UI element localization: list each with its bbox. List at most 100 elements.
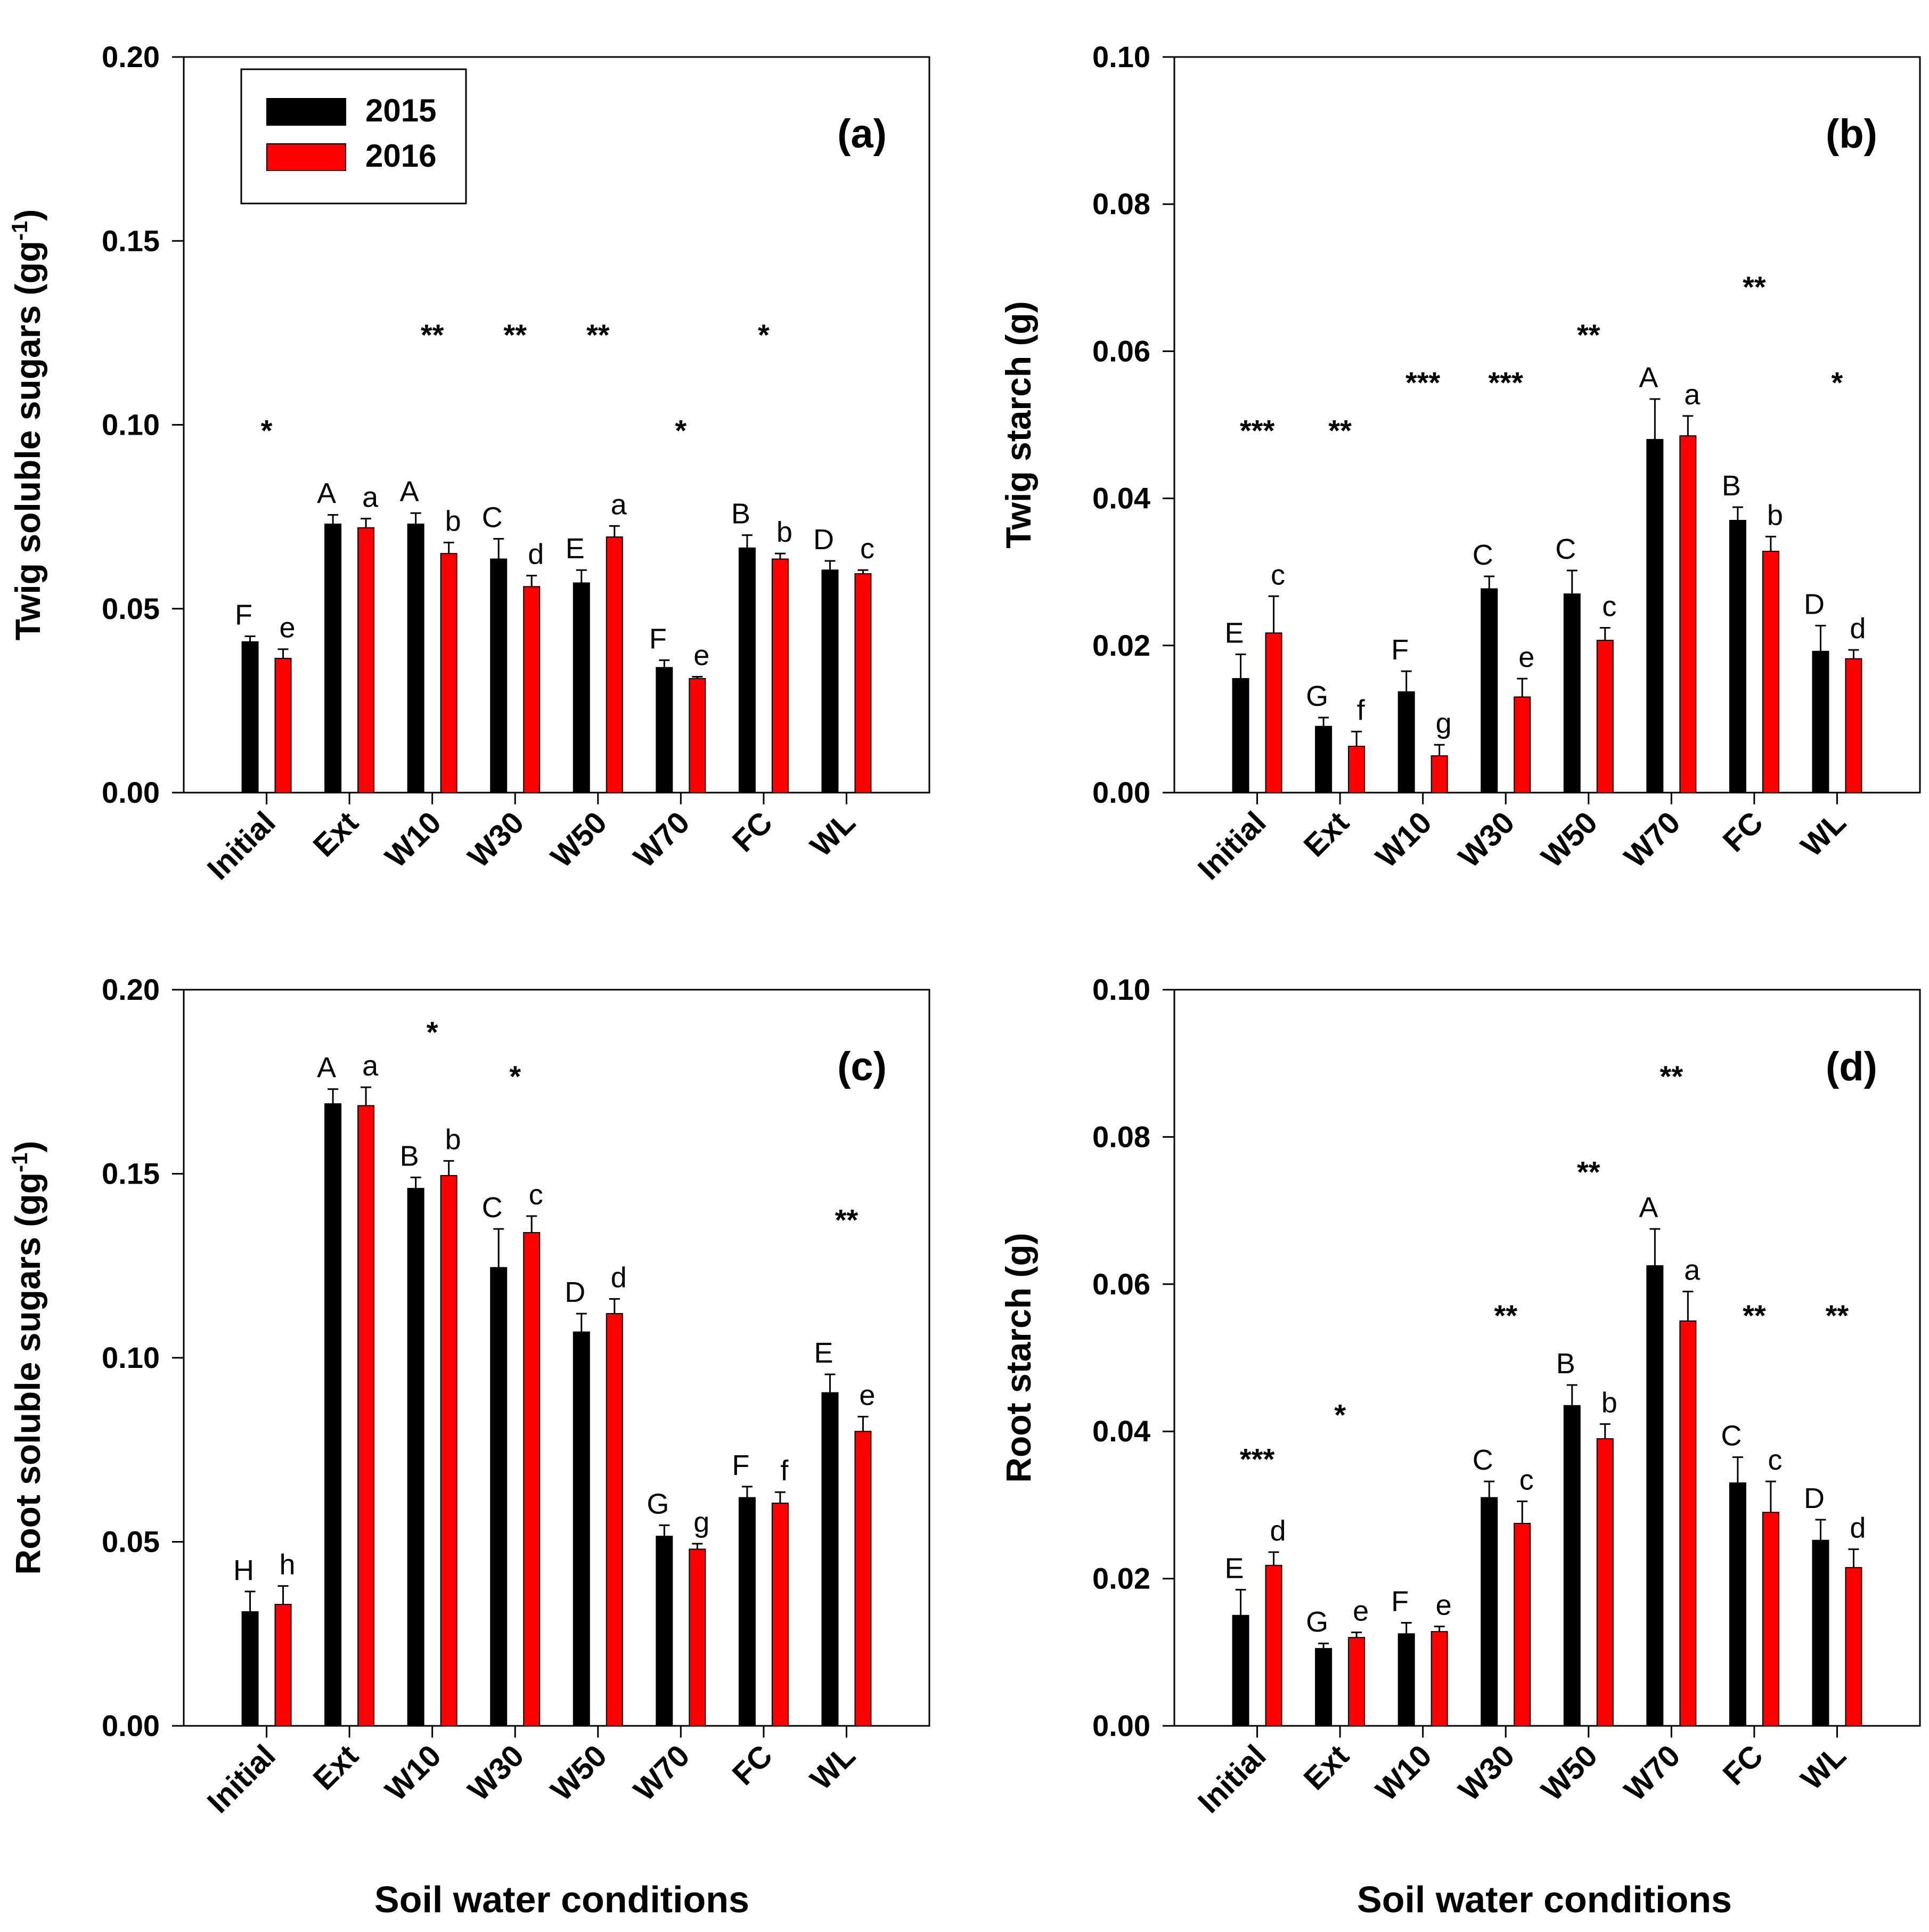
x-tick-label: W50 — [1535, 1738, 1604, 1807]
x-tick-label: W70 — [1617, 805, 1687, 874]
group-letter: b — [445, 505, 461, 537]
bar-2016-WL — [1845, 658, 1862, 793]
bar-2016-Ext — [357, 1105, 375, 1726]
y-tick-label: 0.08 — [1092, 1120, 1150, 1153]
x-tick-label: W10 — [379, 805, 448, 874]
group-letter: g — [1436, 707, 1452, 739]
bar-2015-W10 — [407, 523, 424, 793]
chart-panel-0: 0.00 0.05 0.10 0.15 0.20 Twig soluble sugars … — [7, 40, 930, 886]
bar-2016-Ext — [357, 527, 375, 794]
significance-marker: * — [1832, 366, 1843, 400]
bar-2016-W10 — [440, 553, 457, 794]
group-letter: E — [1225, 1552, 1244, 1584]
bar-2016-W10 — [1431, 1631, 1448, 1726]
significance-marker: ** — [586, 318, 610, 352]
bar-2016-W10 — [440, 1175, 457, 1727]
x-tick-label: FC — [1716, 805, 1770, 859]
group-letter: c — [1768, 1444, 1782, 1476]
x-tick-label: W70 — [627, 805, 696, 874]
y-tick-label: 0.00 — [1092, 776, 1150, 809]
x-tick-label: WL — [804, 1738, 862, 1797]
y-tick-label: 0.05 — [102, 1525, 160, 1559]
group-letter: e — [1436, 1589, 1452, 1621]
panel-label: (c) — [837, 1044, 887, 1089]
group-letter: a — [362, 1050, 379, 1082]
bar-2016-W30 — [523, 586, 541, 793]
y-tick-label: 0.06 — [1092, 1267, 1150, 1301]
bar-2016-FC — [771, 558, 789, 793]
x-tick-label: FC — [1716, 1738, 1770, 1792]
y-tick-label: 0.00 — [1092, 1709, 1150, 1742]
x-tick-label: W30 — [461, 805, 530, 874]
chart-panel-1: 0.00 0.02 0.04 0.06 0.08 0.10 Twig starch (g) (… — [999, 40, 1921, 886]
group-letter: b — [1767, 499, 1783, 531]
x-tick-label: W50 — [544, 1738, 614, 1807]
bar-2016-W50 — [1596, 1438, 1614, 1726]
group-letter: A — [317, 478, 336, 510]
bar-2015-Ext — [324, 523, 342, 793]
group-letter: e — [859, 1380, 875, 1412]
bar-2016-Ext — [1348, 1637, 1366, 1726]
x-tick-label: WL — [1794, 1738, 1853, 1797]
y-tick-label: 0.10 — [102, 1341, 160, 1374]
bar-2015-W50 — [573, 582, 590, 794]
x-tick-label: Initial — [1191, 805, 1273, 886]
bar-2016-W50 — [606, 536, 623, 793]
bar-2016-FC — [1762, 551, 1779, 793]
group-letter: b — [1601, 1387, 1617, 1419]
x-tick-label: W50 — [544, 805, 614, 874]
group-letter: F — [732, 1449, 749, 1481]
bar-2015-Ext — [1315, 725, 1333, 793]
significance-marker: ** — [1577, 1155, 1600, 1189]
x-tick-label: FC — [725, 1738, 779, 1792]
significance-marker: * — [1334, 1398, 1346, 1432]
bar-2015-Initial — [1232, 678, 1249, 793]
x-tick-label: W30 — [1452, 805, 1521, 874]
group-letter: B — [400, 1140, 419, 1172]
bar-2016-W70 — [1679, 1320, 1697, 1726]
panel-label: (b) — [1826, 111, 1877, 157]
y-tick-label: 0.02 — [1092, 1562, 1150, 1595]
significance-marker: *** — [1405, 366, 1441, 400]
bar-2016-FC — [771, 1502, 789, 1727]
bar-2015-W30 — [490, 1267, 508, 1727]
bar-2016-WL — [1845, 1567, 1862, 1727]
significance-marker: *** — [1240, 414, 1275, 447]
bar-2015-WL — [1812, 650, 1829, 794]
bar-2016-Initial — [274, 657, 292, 794]
group-letter: d — [1850, 1512, 1866, 1544]
bar-2015-W10 — [1397, 1633, 1415, 1726]
bar-2016-W30 — [523, 1232, 541, 1727]
y-tick-label: 0.15 — [102, 224, 160, 257]
bar-2016-W30 — [1514, 696, 1531, 793]
group-letter: A — [1639, 362, 1658, 394]
bar-2015-FC — [738, 547, 756, 793]
group-letter: d — [528, 539, 544, 570]
group-letter: f — [780, 1455, 789, 1487]
significance-marker: ** — [1743, 270, 1766, 304]
bar-2016-W10 — [1431, 755, 1448, 793]
bar-2016-WL — [854, 1431, 872, 1726]
x-tick-label: Ext — [1297, 805, 1356, 863]
significance-marker: ** — [1743, 1299, 1766, 1332]
group-letter: b — [445, 1123, 461, 1155]
x-tick-label: WL — [1794, 805, 1853, 863]
group-letter: h — [280, 1548, 296, 1580]
x-tick-label: Initial — [201, 805, 282, 886]
bar-2015-W70 — [1646, 439, 1664, 793]
bar-2016-WL — [854, 573, 872, 793]
significance-marker: *** — [1489, 366, 1524, 400]
significance-marker: * — [509, 1059, 521, 1093]
chart-panel-2: 0.00 0.05 0.10 0.15 0.20 Root soluble sugars … — [7, 973, 930, 1820]
y-tick-label: 0.04 — [1092, 482, 1150, 515]
group-letter: C — [1473, 1444, 1493, 1476]
x-tick-label: W30 — [461, 1738, 530, 1807]
group-letter: E — [1225, 617, 1244, 649]
group-letter: a — [1684, 379, 1701, 411]
x-tick-label: Initial — [1191, 1738, 1273, 1820]
bar-2015-W50 — [573, 1331, 590, 1726]
significance-marker: * — [427, 1015, 438, 1049]
group-letter: D — [565, 1276, 585, 1308]
significance-marker: ** — [1660, 1059, 1683, 1093]
bar-2015-Ext — [1315, 1648, 1333, 1726]
